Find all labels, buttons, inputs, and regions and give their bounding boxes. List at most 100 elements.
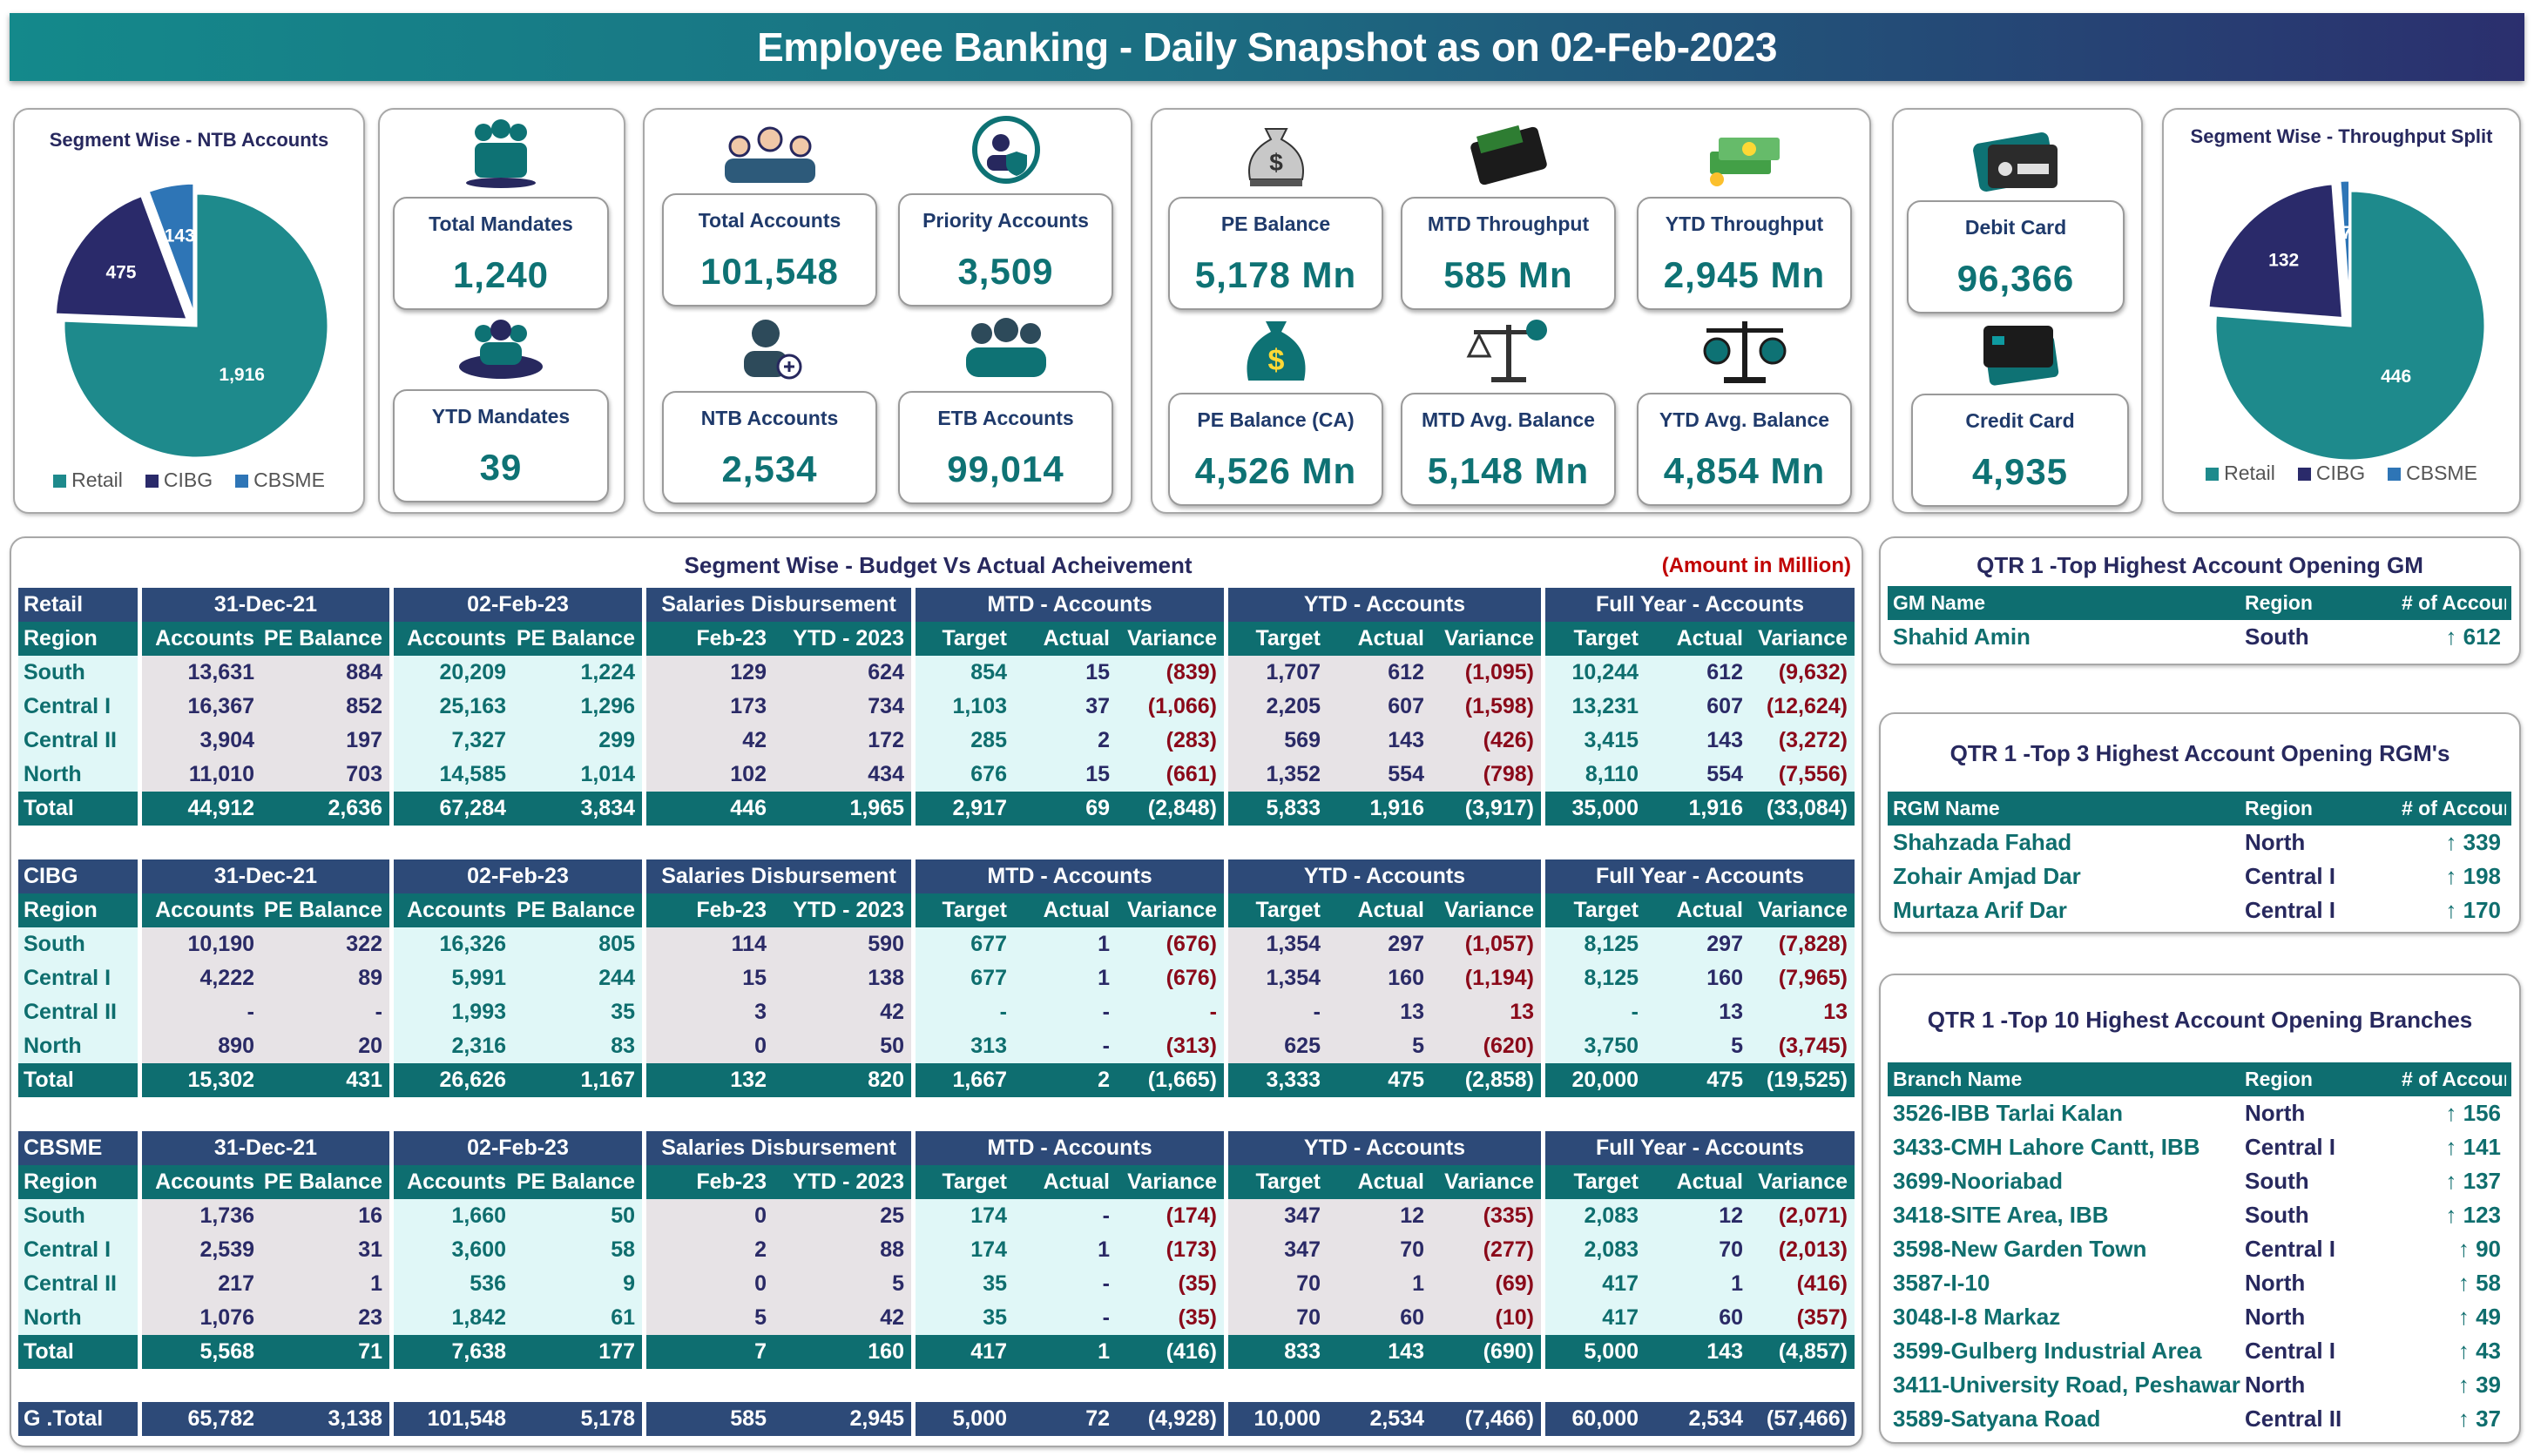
column-header: Target <box>1541 1165 1645 1199</box>
name-cell: Murtaza Arif Dar <box>1893 897 2067 923</box>
group-header: Salaries Disbursement <box>642 859 911 893</box>
column-header: PE Balance <box>261 622 389 656</box>
table-cell: 4,222 <box>138 961 261 995</box>
table-cell: 417 <box>1541 1301 1645 1335</box>
column-header: PE Balance <box>261 893 389 927</box>
table-cell: 15 <box>642 961 774 995</box>
kpi-value: 4,854 Mn <box>1663 450 1826 491</box>
region-cell: Central I <box>2245 1134 2336 1160</box>
chart-legend: Retail CIBG CBSME <box>15 468 363 492</box>
column-header: PE Balance <box>513 1165 642 1199</box>
group-header: YTD - Accounts <box>1224 859 1541 893</box>
table-cell: 8,125 <box>1541 961 1645 995</box>
table-cell: 322 <box>261 927 389 961</box>
table-cell: 3,904 <box>138 724 261 758</box>
table-cell: (9,632) <box>1750 656 1855 690</box>
column-header: Actual <box>1328 622 1431 656</box>
total-cell: (416) <box>1117 1335 1224 1369</box>
grand-total-cell: 3,138 <box>261 1402 389 1436</box>
column-header: Target <box>1541 622 1645 656</box>
priority-accounts-card: Priority Accounts 3,509 <box>898 193 1113 307</box>
table-cell: 143 <box>1645 724 1750 758</box>
account-count: ↑ 170 <box>2445 897 2501 923</box>
team-circle-icon <box>449 309 553 382</box>
ytd-mandates-card: YTD Mandates 39 <box>393 389 609 502</box>
pie-slice-cbsme <box>146 181 196 316</box>
credit-card-icon <box>1968 313 2072 387</box>
priority-user-shield-icon <box>954 113 1058 186</box>
table-cell: (7,828) <box>1750 927 1855 961</box>
account-count: ↑ 141 <box>2445 1134 2501 1160</box>
table-cell: 1,736 <box>138 1199 261 1233</box>
column-header: Actual <box>1014 1165 1117 1199</box>
name-cell: Shahid Amin <box>1893 624 2031 650</box>
credit-card-card: Credit Card 4,935 <box>1911 394 2129 507</box>
total-cell: 5,833 <box>1224 792 1328 826</box>
total-cell: 475 <box>1645 1063 1750 1097</box>
region-cell: South <box>2245 1202 2309 1228</box>
region-cell: Central I <box>18 690 138 724</box>
dollar-bag-icon: $ <box>1224 313 1328 386</box>
group-icon <box>954 311 1058 384</box>
legend-item-cbsme: CBSME <box>2388 462 2477 485</box>
total-cell: (19,525) <box>1750 1063 1855 1097</box>
table-cell: (1,066) <box>1117 690 1224 724</box>
grand-total-cell: 101,548 <box>389 1402 513 1436</box>
debit-card-card: Debit Card 96,366 <box>1907 200 2125 313</box>
list-item: Shahid Amin South ↑ 612 <box>1888 620 2511 654</box>
pie-slice-retail <box>62 192 330 460</box>
column-header: Region <box>2245 591 2313 614</box>
account-count: ↑ 612 <box>2445 624 2501 650</box>
table-cell: 42 <box>774 1301 911 1335</box>
name-cell: 3433-CMH Lahore Cantt, IBB <box>1893 1134 2200 1160</box>
table-cell: 625 <box>1224 1029 1328 1063</box>
table-cell: 10,244 <box>1541 656 1645 690</box>
legend-item-retail: Retail <box>2206 462 2275 485</box>
table-cell: (676) <box>1117 961 1224 995</box>
table-cell: 58 <box>513 1233 642 1267</box>
pie-data-label: 1,916 <box>219 365 265 385</box>
segment-name: CBSME <box>18 1131 138 1165</box>
total-cell: 1,965 <box>774 792 911 826</box>
column-header: Branch Name <box>1893 1068 2023 1090</box>
chart-title: Segment Wise - NTB Accounts <box>49 129 329 151</box>
panel-title: QTR 1 -Top Highest Account Opening GM <box>1977 552 2423 578</box>
name-cell: 3599-Gulberg Industrial Area <box>1893 1338 2202 1364</box>
svg-text:$: $ <box>1267 344 1284 377</box>
pie-data-label: 475 <box>105 263 136 283</box>
total-cell: 2,917 <box>911 792 1014 826</box>
table-cell: (1,194) <box>1431 961 1541 995</box>
region-cell: Central II <box>2245 1405 2342 1432</box>
pie-slice-cbsme <box>2338 179 2352 316</box>
total-cell: 446 <box>642 792 774 826</box>
table-cell: (35) <box>1117 1267 1224 1301</box>
region-cell: North <box>2245 1372 2306 1398</box>
legend-item-cibg: CIBG <box>145 468 213 492</box>
table-cell: 15 <box>1014 758 1117 792</box>
region-cell: North <box>2245 1100 2306 1126</box>
table-cell: 88 <box>774 1233 911 1267</box>
column-header: Actual <box>1645 1165 1750 1199</box>
list-item: 3589-Satyana Road Central II ↑ 37 <box>1888 1402 2511 1436</box>
table-cell: (69) <box>1431 1267 1541 1301</box>
grand-total-cell: (4,928) <box>1117 1402 1224 1436</box>
table-cell: (283) <box>1117 724 1224 758</box>
grand-total-cell: (57,466) <box>1750 1402 1855 1436</box>
group-header: Full Year - Accounts <box>1541 859 1855 893</box>
grand-total-cell: 2,945 <box>774 1402 911 1436</box>
table-cell: 676 <box>911 758 1014 792</box>
kpi-value: 39 <box>479 447 523 488</box>
kpi-label: Credit Card <box>1965 409 2075 432</box>
table-cell: (335) <box>1431 1199 1541 1233</box>
table-cell: (357) <box>1750 1301 1855 1335</box>
table-cell: 607 <box>1328 690 1431 724</box>
table-cell: (7,556) <box>1750 758 1855 792</box>
total-cell: (1,665) <box>1117 1063 1224 1097</box>
column-header: Accounts <box>138 893 261 927</box>
table-cell: 5 <box>1328 1029 1431 1063</box>
table-cell: 805 <box>513 927 642 961</box>
column-header: Variance <box>1750 1165 1855 1199</box>
table-cell: 25 <box>774 1199 911 1233</box>
region-cell: South <box>18 1199 138 1233</box>
throughput-pie-panel: Segment Wise - Throughput Split 446 132 7 … <box>2162 108 2521 514</box>
